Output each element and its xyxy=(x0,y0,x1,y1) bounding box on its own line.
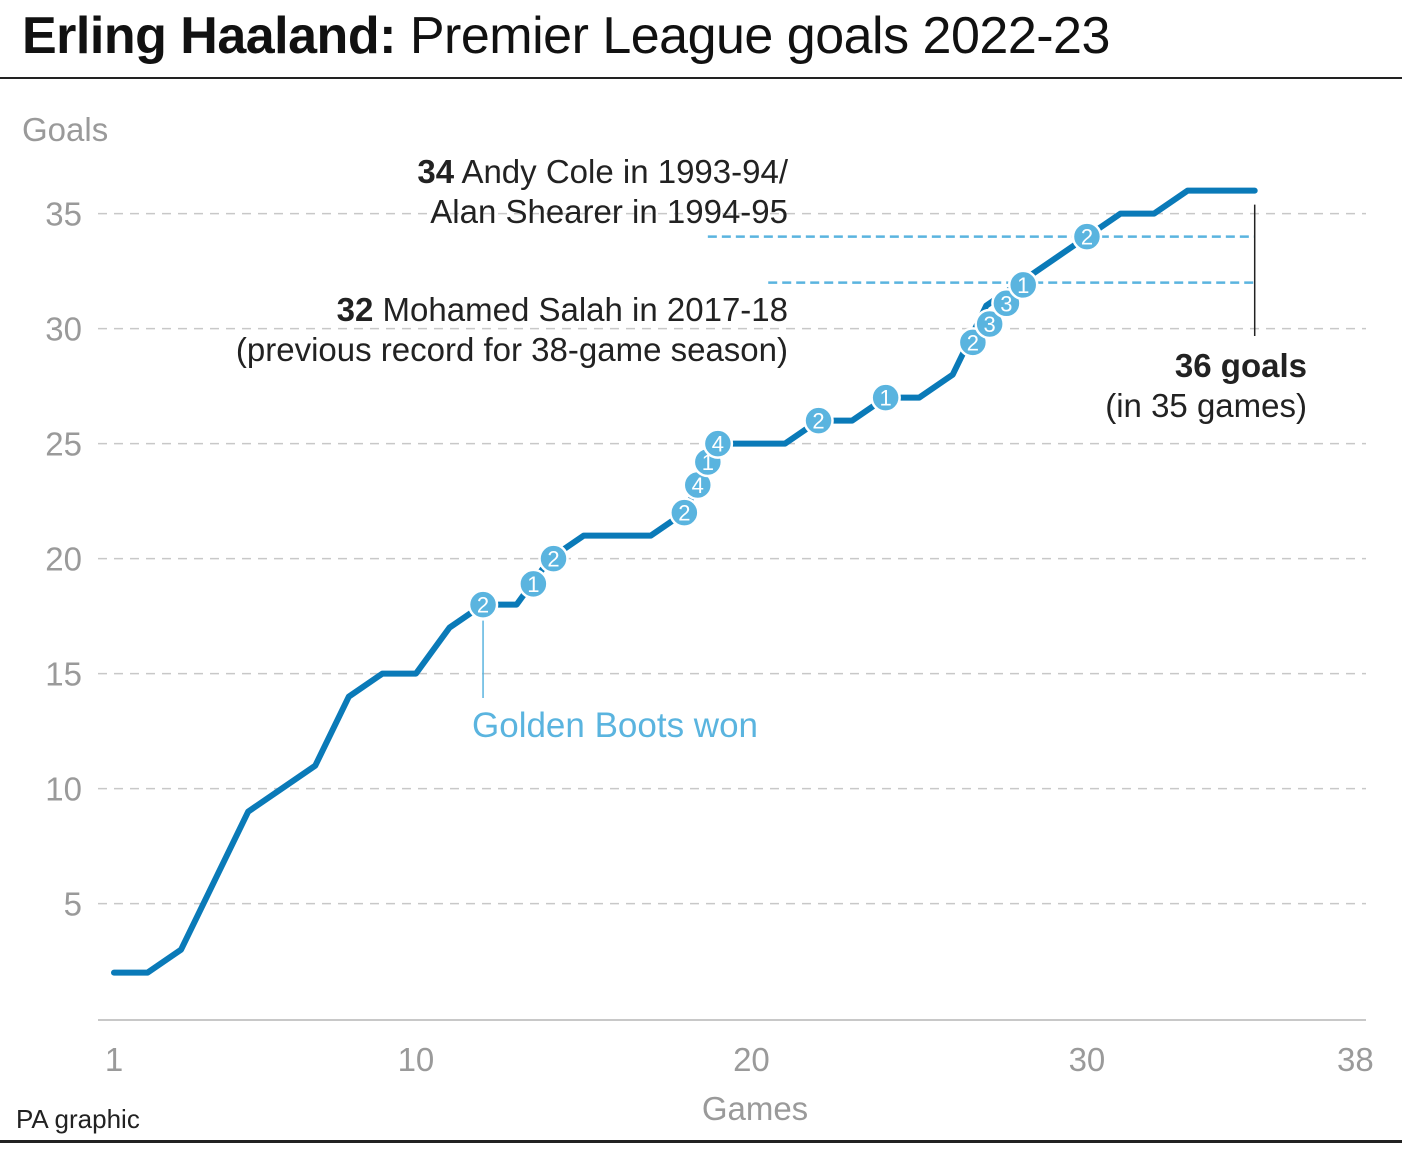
y-tick-label-15: 15 xyxy=(45,656,82,693)
golden-boot-marker-label-9: 2 xyxy=(967,330,979,355)
golden-boot-marker-1 xyxy=(518,568,549,600)
bottom-divider xyxy=(0,1140,1402,1143)
annotation-salah-line1: Mohamed Salah in 2017-18 xyxy=(382,291,788,328)
annotation-salah-line2: (previous record for 38-game season) xyxy=(235,331,788,368)
golden-boot-marker-label-6: 4 xyxy=(712,432,724,457)
annotation-total-line2: (in 35 games) xyxy=(1105,387,1307,424)
golden-boot-marker-label-0: 2 xyxy=(477,593,489,618)
golden-boot-marker-13 xyxy=(1071,221,1103,252)
annotation-cole-line2: Alan Shearer in 1994-95 xyxy=(430,193,788,230)
golden-boot-marker-label-12: 1 xyxy=(1017,273,1029,298)
y-tick-label-35: 35 xyxy=(45,196,82,233)
annotation-golden-boots: Golden Boots won xyxy=(472,706,759,745)
golden-boot-marker-label-10: 3 xyxy=(984,312,996,337)
annotation-cole-line1: Andy Cole in 1993-94/ xyxy=(461,153,788,190)
golden-boot-marker-label-7: 2 xyxy=(812,409,824,434)
annotation-cole-value: 34 xyxy=(417,153,455,190)
annotation-salah: 32 Mohamed Salah in 2017-18 (previous re… xyxy=(236,290,788,370)
chart-title: Erling Haaland: Premier League goals 202… xyxy=(22,6,1110,66)
golden-boot-marker-label-4: 4 xyxy=(692,473,704,498)
title-rest: Premier League goals 2022-23 xyxy=(409,7,1111,65)
title-bold: Erling Haaland: xyxy=(22,7,396,65)
golden-boot-marker-0 xyxy=(467,589,499,620)
golden-boot-marker-6 xyxy=(702,428,734,459)
golden-boot-marker-label-1: 1 xyxy=(527,572,539,597)
golden-boot-marker-label-2: 2 xyxy=(547,547,559,572)
golden-boot-marker-7 xyxy=(803,405,834,436)
golden-boot-marker-label-11: 3 xyxy=(1000,291,1012,316)
golden-boot-marker-label-3: 2 xyxy=(678,501,690,526)
golden-boot-marker-8 xyxy=(870,382,901,413)
title-divider xyxy=(0,77,1402,79)
annotation-haaland-total: 36 goals (in 35 games) xyxy=(1105,346,1307,426)
golden-boot-marker-label-8: 1 xyxy=(880,386,892,411)
y-tick-label-20: 20 xyxy=(45,541,82,578)
y-axis-label: Goals xyxy=(22,111,108,148)
x-tick-label-20: 20 xyxy=(733,1041,770,1078)
y-tick-label-25: 25 xyxy=(45,426,82,463)
golden-boot-marker-3 xyxy=(669,497,700,528)
source-credit: PA graphic xyxy=(16,1104,140,1134)
y-tick-label-10: 10 xyxy=(45,771,82,808)
y-tick-label-5: 5 xyxy=(64,886,82,923)
y-tick-label-30: 30 xyxy=(45,311,82,348)
annotation-cole-shearer: 34 Andy Cole in 1993-94/ Alan Shearer in… xyxy=(417,152,788,232)
x-tick-label-1: 1 xyxy=(105,1041,123,1078)
golden-boot-marker-10 xyxy=(974,308,1005,340)
annotation-total-line1: 36 goals xyxy=(1174,347,1307,384)
golden-boot-marker-12 xyxy=(1007,269,1039,301)
golden-boot-marker-label-13: 2 xyxy=(1081,225,1093,250)
golden-boot-marker-2 xyxy=(538,543,569,574)
x-axis-label: Games xyxy=(702,1090,808,1127)
x-tick-label-10: 10 xyxy=(398,1041,435,1078)
x-tick-label-38: 38 xyxy=(1337,1041,1374,1078)
x-tick-label-30: 30 xyxy=(1069,1041,1106,1078)
annotation-salah-value: 32 xyxy=(336,291,374,328)
